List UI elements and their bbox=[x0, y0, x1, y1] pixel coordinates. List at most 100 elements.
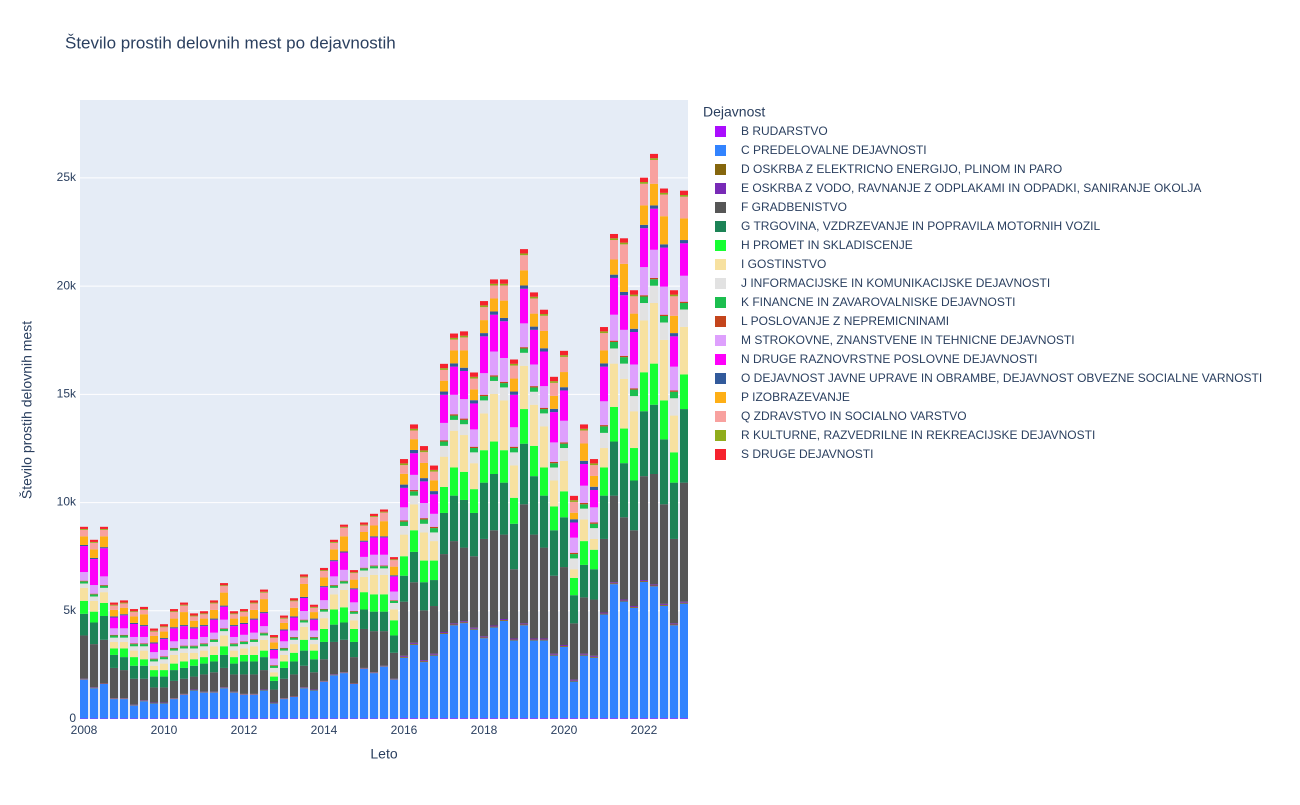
bar-segment bbox=[610, 238, 618, 240]
bar-segment bbox=[80, 680, 88, 719]
bar-segment bbox=[500, 619, 508, 620]
bar-segment bbox=[200, 651, 208, 657]
bar-segment bbox=[390, 635, 398, 652]
bar-segment bbox=[310, 638, 318, 640]
bar-segment bbox=[680, 240, 688, 243]
bar-segment bbox=[560, 390, 568, 420]
x-tick-label: 2022 bbox=[631, 723, 658, 737]
bar-segment bbox=[190, 648, 198, 652]
bar-segment bbox=[620, 244, 628, 263]
bar-segment bbox=[100, 586, 108, 588]
legend-label: Q ZDRAVSTVO IN SOCIALNO VARSTVO bbox=[741, 409, 967, 423]
bar-segment bbox=[500, 321, 508, 358]
bar-segment bbox=[230, 664, 238, 675]
bar-segment bbox=[180, 612, 188, 625]
bar-segment bbox=[520, 270, 528, 285]
bar-segment bbox=[130, 706, 138, 719]
bar-segment bbox=[210, 600, 218, 602]
bar-segment bbox=[430, 528, 438, 532]
bar-segment bbox=[90, 596, 98, 600]
bar-segment bbox=[520, 353, 528, 366]
bar-segment bbox=[330, 543, 338, 549]
bar-segment bbox=[260, 690, 268, 718]
bar-segment bbox=[90, 559, 98, 585]
bar-segment bbox=[450, 623, 458, 624]
bar-segment bbox=[610, 583, 618, 584]
bar-segment bbox=[480, 333, 488, 336]
bar-segment bbox=[390, 575, 398, 576]
bar-segment bbox=[600, 539, 608, 613]
bar-segment bbox=[620, 463, 628, 517]
bar-segment bbox=[440, 368, 448, 370]
bar-segment bbox=[580, 430, 588, 443]
bar-segment bbox=[180, 648, 188, 652]
bar-segment bbox=[650, 405, 658, 474]
bar-segment bbox=[340, 528, 348, 537]
bar-segment bbox=[320, 570, 328, 571]
legend-swatch bbox=[715, 316, 726, 327]
bar-segment bbox=[610, 342, 618, 348]
bar-segment bbox=[650, 585, 658, 586]
bar-segment bbox=[630, 390, 638, 396]
bar-segment bbox=[300, 627, 308, 640]
bar-segment bbox=[130, 611, 138, 612]
bar-segment bbox=[460, 621, 468, 622]
bar-segment bbox=[420, 450, 428, 452]
bar-segment bbox=[500, 620, 508, 621]
bar-segment bbox=[490, 311, 498, 314]
bar-segment bbox=[170, 612, 178, 618]
bar-segment bbox=[410, 453, 418, 475]
bar-segment bbox=[590, 658, 598, 719]
bar-segment bbox=[150, 659, 158, 661]
bar-segment bbox=[230, 644, 238, 646]
bar-segment bbox=[370, 594, 378, 611]
bar-segment bbox=[680, 483, 688, 602]
bar-segment bbox=[510, 640, 518, 641]
bar-segment bbox=[210, 642, 218, 646]
bar-segment bbox=[630, 396, 638, 411]
bar-segment bbox=[120, 603, 128, 604]
bar-segment bbox=[560, 387, 568, 390]
bar-segment bbox=[170, 670, 178, 681]
bar-segment bbox=[650, 586, 658, 718]
bar-segment bbox=[150, 652, 158, 658]
bar-segment bbox=[220, 655, 228, 668]
bar-segment bbox=[90, 622, 98, 644]
bar-segment bbox=[410, 643, 418, 644]
bar-segment bbox=[610, 260, 618, 275]
bar-segment bbox=[450, 420, 458, 431]
bar-segment bbox=[380, 566, 388, 567]
bar-segment bbox=[260, 626, 268, 632]
bar-segment bbox=[520, 289, 528, 324]
bar-segment bbox=[660, 605, 668, 606]
bar-segment bbox=[570, 496, 578, 500]
bar-segment bbox=[340, 607, 348, 622]
bar-segment bbox=[640, 267, 648, 295]
bar-segment bbox=[350, 573, 358, 579]
bar-segment bbox=[650, 278, 658, 279]
bar-segment bbox=[220, 688, 228, 718]
bar-segment bbox=[340, 536, 348, 551]
bar-segment bbox=[250, 655, 258, 661]
bar-segment bbox=[320, 612, 328, 618]
bar-segment bbox=[610, 584, 618, 718]
bar-segment bbox=[440, 392, 448, 395]
bar-segment bbox=[450, 367, 458, 395]
bar-segment bbox=[250, 695, 258, 719]
bar-segment bbox=[470, 629, 478, 630]
bar-segment bbox=[80, 529, 88, 530]
bar-segment bbox=[390, 567, 398, 576]
bar-segment bbox=[530, 640, 538, 718]
bar-segment bbox=[460, 350, 468, 367]
bar-segment bbox=[530, 392, 538, 405]
bar-segment bbox=[340, 590, 348, 607]
bar-segment bbox=[640, 205, 648, 224]
bar-segment bbox=[570, 519, 578, 522]
bar-segment bbox=[580, 541, 588, 565]
bar-segment bbox=[500, 318, 508, 321]
bar-segment bbox=[530, 386, 538, 387]
bar-segment bbox=[300, 620, 308, 622]
bar-segment bbox=[350, 611, 358, 612]
bar-segment bbox=[80, 601, 88, 614]
